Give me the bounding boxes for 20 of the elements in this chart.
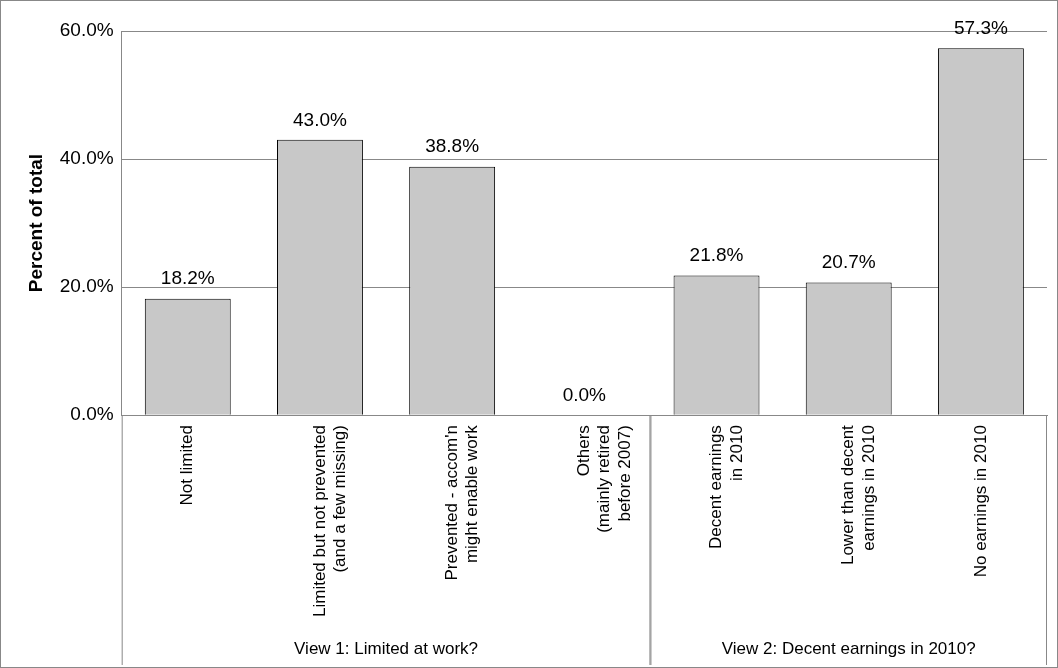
data-label: 21.8%: [689, 244, 744, 266]
x-tick-label: No earnings in 2010: [970, 425, 990, 578]
data-label: 20.7%: [821, 251, 876, 273]
data-label: 57.3%: [953, 17, 1008, 39]
x-tick-label: Others (mainly retired before 2007): [574, 425, 634, 533]
data-label: 0.0%: [562, 383, 607, 405]
y-tick-label: 0.0%: [70, 403, 114, 425]
y-tick-label: 60.0%: [59, 19, 114, 41]
x-tick-label: Prevented - accom'n might enable work: [441, 424, 482, 581]
y-tick-label: 20.0%: [59, 275, 114, 297]
text: View 2: Decent earnings in 2010?: [721, 638, 976, 658]
data-label: 18.2%: [160, 267, 215, 289]
y-axis-title: Percent of total: [24, 153, 46, 293]
x-tick-label: Decent earnings in 2010: [706, 425, 746, 549]
text: View 1: Limited at work?: [294, 638, 479, 658]
y-tick-label: 40.0%: [59, 147, 114, 169]
data-label: 38.8%: [425, 135, 480, 157]
x-tick-label: Not limited: [177, 425, 197, 506]
data-label: 43.0%: [293, 108, 347, 130]
x-tick-label: Limited but not prevented (and a few missing): [309, 425, 350, 618]
